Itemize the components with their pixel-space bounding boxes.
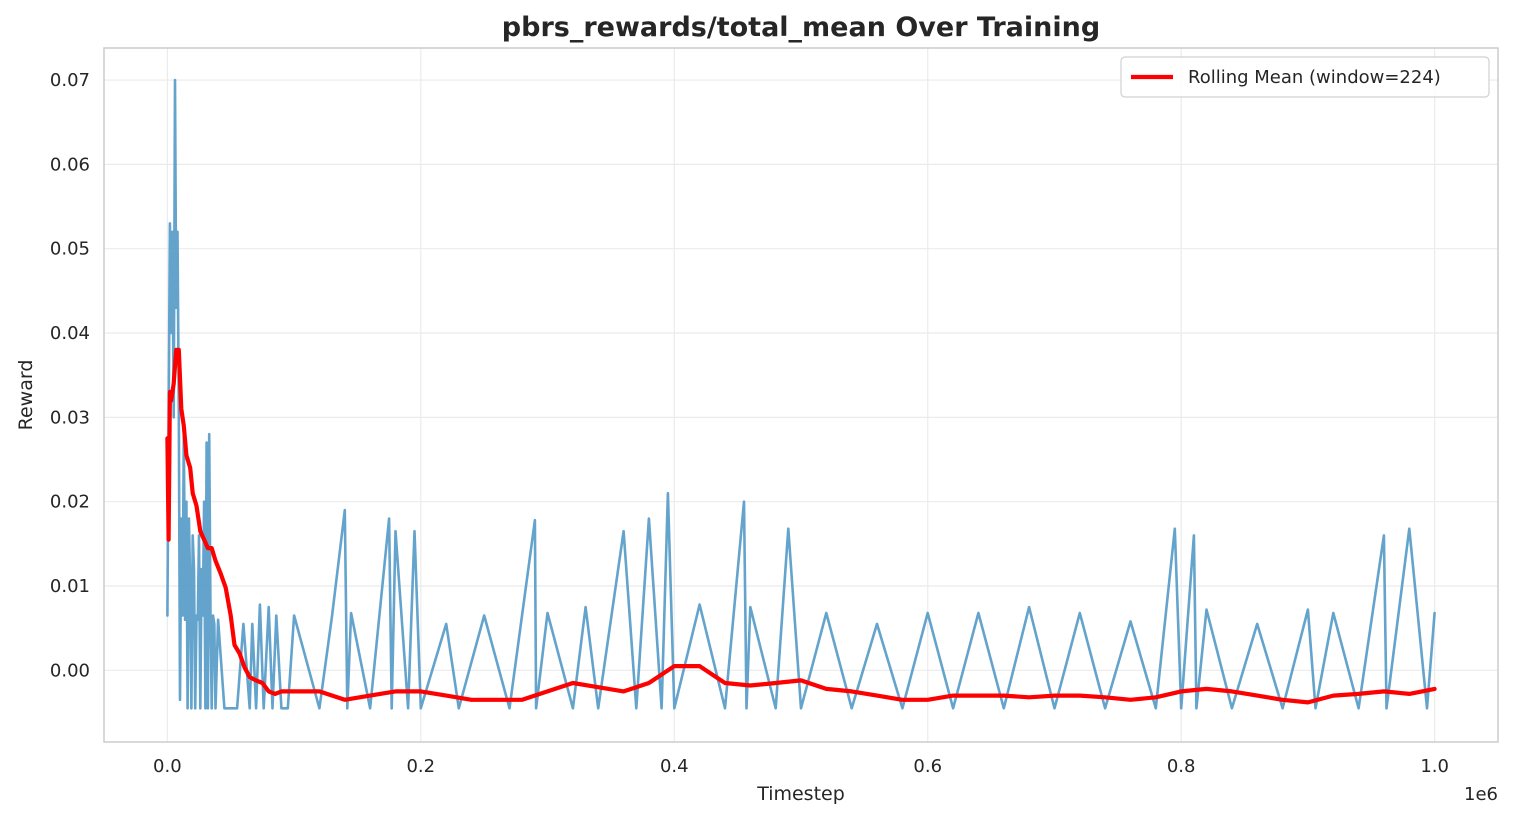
y-tick-label: 0.01 <box>50 576 90 597</box>
legend-label-rolling-mean: Rolling Mean (window=224) <box>1188 67 1441 88</box>
y-tick-label: 0.07 <box>50 70 90 91</box>
x-tick-label: 0.0 <box>153 756 182 777</box>
x-axis-offset-label: 1e6 <box>1464 784 1498 805</box>
y-tick-label: 0.05 <box>50 239 90 260</box>
y-tick-label: 0.06 <box>50 154 90 175</box>
y-tick-label: 0.03 <box>50 407 90 428</box>
y-tick-label: 0.02 <box>50 492 90 513</box>
legend-box <box>1120 56 1490 98</box>
x-tick-label: 1.0 <box>1420 756 1449 777</box>
x-tick-label: 0.2 <box>406 756 435 777</box>
series-line-raw-reward <box>166 78 1436 710</box>
ticks-layer: 0.0 0.2 0.4 0.6 0.8 1.0 0.00 0.01 0.02 0.03 0.04 0.… <box>50 70 1449 777</box>
series-layer <box>165 78 1437 710</box>
y-tick-label: 0.04 <box>50 323 90 344</box>
chart-title: pbrs_rewards/total_mean Over Training <box>502 12 1100 43</box>
legend: Rolling Mean (window=224) <box>1120 56 1490 98</box>
x-tick-label: 0.6 <box>913 756 942 777</box>
plot-frame <box>103 47 1499 743</box>
series-line-rolling-mean <box>165 347 1437 705</box>
plot-background <box>104 48 1498 742</box>
x-tick-label: 0.4 <box>660 756 689 777</box>
x-axis-label: Timestep <box>756 783 845 805</box>
y-axis-label: Reward <box>15 360 37 431</box>
x-tick-label: 0.8 <box>1167 756 1196 777</box>
y-tick-label: 0.00 <box>50 660 90 681</box>
